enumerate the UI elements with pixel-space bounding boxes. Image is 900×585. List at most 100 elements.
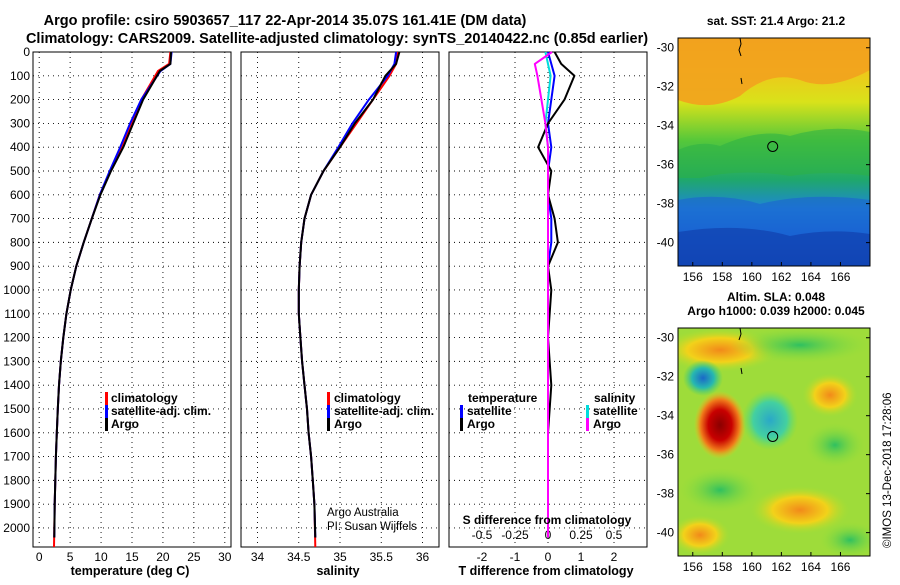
depth-tick-label: 1300 <box>3 354 30 368</box>
x-tick-label: 34.5 <box>287 550 311 564</box>
sla-map-title-line2: Argo h1000: 0.039 h2000: 0.045 <box>687 304 865 318</box>
depth-tick-label: 300 <box>10 116 30 130</box>
sla-heatmap <box>678 328 870 556</box>
sst-map-tick-labels: 156 158 160 162 164 166 -30 -32 -34 -36 -38 -40 <box>657 41 870 284</box>
s-diff-tick-label: -0.5 <box>472 528 493 542</box>
depth-tick-label: 800 <box>10 235 30 249</box>
coastline <box>738 37 743 85</box>
sla-map-tick-labels: 156 158 160 162 164 166 -30 -32 -34 -36 -38 -40 <box>657 331 870 574</box>
lat-tick-label: -32 <box>657 370 675 384</box>
depth-tick-label: 1900 <box>3 497 30 511</box>
depth-tick-label: 500 <box>10 164 30 178</box>
lat-tick-label: -34 <box>657 409 675 423</box>
series-line-s-argo <box>533 51 553 538</box>
depth-tick-label: 2000 <box>3 521 30 535</box>
legend-s-satellite-label: satellite <box>593 404 638 418</box>
temperature-grid <box>33 51 231 547</box>
depth-tick-label: 200 <box>10 93 30 107</box>
x-tick-label: 20 <box>156 550 170 564</box>
legend-climatology-swatch <box>327 392 330 405</box>
lon-tick-label: 166 <box>830 560 850 574</box>
temperature-series <box>53 51 173 548</box>
t-difference-x-label: T difference from climatology <box>458 564 633 578</box>
legend-s-argo-label: Argo <box>593 417 621 431</box>
t-difference-tick-labels: -2 -1 0 1 2 <box>477 550 618 564</box>
s-diff-tick-label: 0.5 <box>606 528 623 542</box>
salinity-x-label: salinity <box>316 564 359 578</box>
lon-tick-label: 158 <box>712 270 732 284</box>
strong-positive-anomaly <box>694 391 746 459</box>
depth-tick-label: 100 <box>10 69 30 83</box>
legend-temperature-title: temperature <box>468 391 538 405</box>
figure-title-line1: Argo profile: csiro 5903657_117 22-Apr-2… <box>44 13 527 29</box>
sst-map-frame <box>677 37 871 267</box>
warm-water-region <box>678 38 870 106</box>
depth-tick-label: 1700 <box>3 450 30 464</box>
lat-tick-label: -32 <box>657 80 675 94</box>
depth-tick-label: 0 <box>23 45 30 59</box>
t-diff-tick-label: 0 <box>545 550 552 564</box>
t-diff-tick-label: -2 <box>477 550 488 564</box>
depth-tick-label: 1200 <box>3 331 30 345</box>
legend-t-argo-swatch <box>460 418 463 431</box>
lon-tick-label: 156 <box>683 560 703 574</box>
figure-title-line2: Climatology: CARS2009. Satellite-adjuste… <box>26 31 648 47</box>
depth-tick-label: 1500 <box>3 402 30 416</box>
salinity-grid <box>241 51 439 547</box>
cold-water-region <box>678 227 870 266</box>
x-tick-label: 0 <box>36 550 43 564</box>
legend-satellite-label: satellite-adj. clim. <box>334 404 434 418</box>
sst-map-panel: sat. SST: 21.4 Argo: 21.2 156 158 160 162 16… <box>657 14 871 284</box>
x-tick-label: 35.5 <box>370 550 394 564</box>
s-diff-tick-label: 0.25 <box>569 528 593 542</box>
legend-t-satellite-label: satellite <box>467 404 512 418</box>
credit-line1: Argo Australia <box>327 507 399 519</box>
lon-tick-label: 164 <box>801 270 821 284</box>
argo-float-location-marker <box>767 141 779 152</box>
difference-series <box>533 51 576 538</box>
x-tick-label: 35 <box>333 550 347 564</box>
depth-tick-label: 1100 <box>4 307 30 321</box>
depth-tick-label: 700 <box>10 212 30 226</box>
legend-t-argo-label: Argo <box>467 417 495 431</box>
sla-map-panel: Altim. SLA: 0.048 Argo h1000: 0.039 h200… <box>657 290 871 574</box>
legend-climatology-label: climatology <box>111 391 178 405</box>
difference-legend: temperature satellite Argo salinity sate… <box>460 391 638 431</box>
legend-satellite-swatch <box>327 405 330 418</box>
t-diff-tick-label: 1 <box>578 550 585 564</box>
negative-anomaly <box>683 360 723 396</box>
neutral-anomaly <box>730 328 870 363</box>
neutral-anomaly <box>805 423 865 467</box>
depth-tick-label: 400 <box>10 140 30 154</box>
legend-argo-label: Argo <box>111 417 139 431</box>
depth-tick-label: 1800 <box>3 473 30 487</box>
x-tick-label: 25 <box>187 550 201 564</box>
positive-anomaly <box>802 373 858 417</box>
depth-tick-labels: 0 100 200 300 400 500 600 700 800 900 1000 1100 1200… <box>3 45 30 535</box>
depth-tick-label: 900 <box>10 259 30 273</box>
lat-tick-label: -40 <box>657 236 675 250</box>
s-diff-tick-label: -0.25 <box>501 528 529 542</box>
x-tick-label: 10 <box>94 550 108 564</box>
legend-s-argo-swatch <box>586 418 589 431</box>
green-band <box>678 128 870 178</box>
lat-tick-label: -34 <box>657 119 675 133</box>
legend-salinity-title: salinity <box>594 391 636 405</box>
lat-tick-label: -38 <box>657 197 675 211</box>
temperature-axes-frame <box>32 51 232 548</box>
legend-argo-swatch <box>105 418 108 431</box>
depth-tick-label: 1400 <box>3 378 30 392</box>
difference-grid <box>449 51 647 547</box>
s-difference-x-label: S difference from climatology <box>463 513 632 527</box>
salinity-series <box>297 51 401 548</box>
positive-anomaly <box>750 486 850 534</box>
lon-tick-label: 158 <box>712 560 732 574</box>
lon-tick-label: 160 <box>742 560 762 574</box>
lon-tick-label: 156 <box>683 270 703 284</box>
coastline <box>738 327 743 375</box>
lat-tick-label: -30 <box>657 41 675 55</box>
series-line-argo <box>297 51 401 538</box>
lon-tick-label: 160 <box>742 270 762 284</box>
legend-satellite-swatch <box>105 405 108 418</box>
lat-tick-label: -30 <box>657 331 675 345</box>
